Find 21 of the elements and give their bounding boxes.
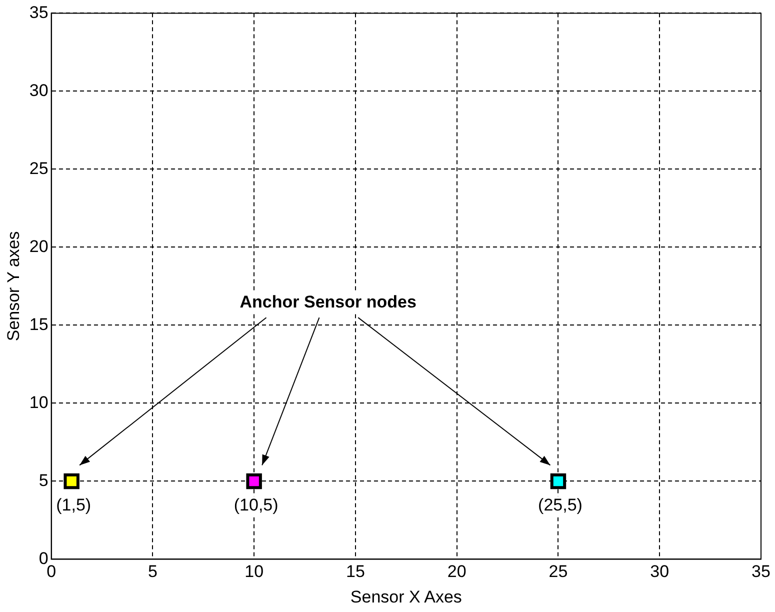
annotation: (25,5) [538, 495, 582, 514]
x-tick-label: 20 [447, 562, 466, 582]
x-tick-label: 5 [148, 562, 158, 582]
annotation: Anchor Sensor nodes [240, 292, 416, 312]
y-axis-title: Sensor Y axes [4, 231, 23, 342]
y-tick-label: 0 [38, 548, 48, 568]
annotation: (1,5) [56, 495, 92, 514]
x-tick-label: 15 [346, 562, 365, 582]
y-tick-label: 35 [29, 2, 48, 22]
x-tick-label: 30 [650, 562, 670, 582]
y-tick-label: 10 [29, 392, 48, 412]
y-tick-label: 5 [38, 470, 48, 490]
y-tick-label: 25 [29, 158, 48, 178]
y-tick-label: 20 [29, 236, 48, 256]
y-tick-label: 30 [29, 80, 48, 100]
x-axis-title: Sensor X Axes [350, 587, 462, 606]
y-tick-label: 15 [29, 314, 48, 334]
x-tick-label: 10 [244, 562, 264, 582]
x-tick-label: 25 [548, 562, 568, 582]
x-tick-label: 35 [752, 562, 770, 582]
annotation: (10,5) [234, 495, 278, 514]
